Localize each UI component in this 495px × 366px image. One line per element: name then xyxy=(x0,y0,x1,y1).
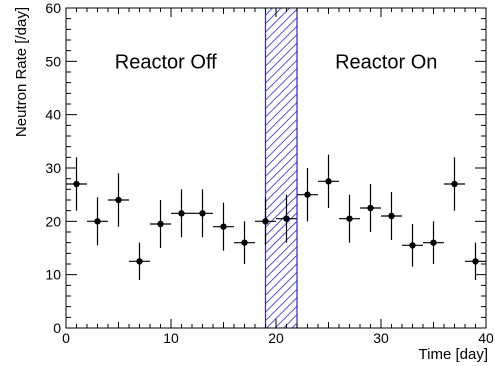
y-axis-title: Neutron Rate [/day] xyxy=(13,7,30,137)
data-marker xyxy=(388,212,395,220)
data-marker xyxy=(451,180,458,188)
data-point xyxy=(444,157,465,211)
y-tick-label: 20 xyxy=(45,213,61,229)
data-marker xyxy=(136,258,143,265)
data-point xyxy=(150,200,171,248)
data-point xyxy=(423,221,444,264)
data-marker xyxy=(430,239,437,246)
y-tick-label: 40 xyxy=(45,107,61,123)
x-tick-label: 40 xyxy=(478,330,494,346)
data-marker xyxy=(346,215,353,222)
y-tick-label: 0 xyxy=(53,320,61,336)
data-point xyxy=(108,173,129,227)
data-marker xyxy=(262,218,269,225)
x-tick-label: 0 xyxy=(62,330,70,346)
y-tick-label: 10 xyxy=(45,267,61,283)
data-point xyxy=(381,192,402,240)
x-tick-label: 20 xyxy=(268,330,284,346)
y-tick-label: 30 xyxy=(45,160,61,176)
data-marker xyxy=(199,210,206,217)
data-point xyxy=(339,194,360,243)
data-point xyxy=(402,224,423,267)
data-marker xyxy=(283,215,290,222)
data-point xyxy=(297,168,318,222)
data-marker xyxy=(115,196,122,204)
reactor-transition-region xyxy=(265,8,297,328)
data-marker xyxy=(73,180,80,188)
x-tick-label: 10 xyxy=(163,330,179,346)
data-marker xyxy=(325,178,332,185)
x-tick-label: 30 xyxy=(373,330,389,346)
x-axis-title: Time [day] xyxy=(419,346,488,363)
data-point xyxy=(465,242,486,280)
data-point xyxy=(66,157,87,211)
data-marker xyxy=(178,210,185,217)
y-tick-label: 60 xyxy=(45,0,61,16)
data-marker xyxy=(367,204,374,212)
data-point xyxy=(171,189,192,238)
y-tick-label: 50 xyxy=(45,53,61,69)
data-marker xyxy=(409,242,416,249)
data-marker xyxy=(220,223,227,230)
data-marker xyxy=(94,218,101,225)
data-point xyxy=(87,197,108,246)
data-point xyxy=(360,184,381,232)
data-marker xyxy=(157,220,164,228)
data-point xyxy=(213,202,234,251)
annotation-reactor-off: Reactor Off xyxy=(115,51,217,73)
data-point xyxy=(192,189,213,238)
data-marker xyxy=(304,191,311,198)
data-point xyxy=(234,221,255,264)
data-marker xyxy=(241,239,248,246)
data-point xyxy=(129,242,150,280)
data-point xyxy=(276,194,297,243)
data-point xyxy=(255,197,276,246)
data-marker xyxy=(472,258,479,265)
data-point xyxy=(318,154,339,208)
annotation-reactor-on: Reactor On xyxy=(335,51,437,73)
